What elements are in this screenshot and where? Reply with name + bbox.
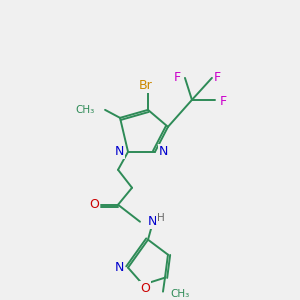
Text: N: N [148,215,158,228]
Text: Br: Br [139,80,153,92]
Text: CH₃: CH₃ [170,289,189,298]
Text: CH₃: CH₃ [76,105,95,115]
Text: F: F [220,95,227,108]
Text: N: N [115,261,124,274]
Text: O: O [140,282,150,295]
Text: N: N [115,145,124,158]
Text: O: O [89,198,99,211]
Text: N: N [159,145,168,158]
Text: H: H [157,213,165,223]
Text: F: F [174,71,181,84]
Text: F: F [214,71,221,84]
